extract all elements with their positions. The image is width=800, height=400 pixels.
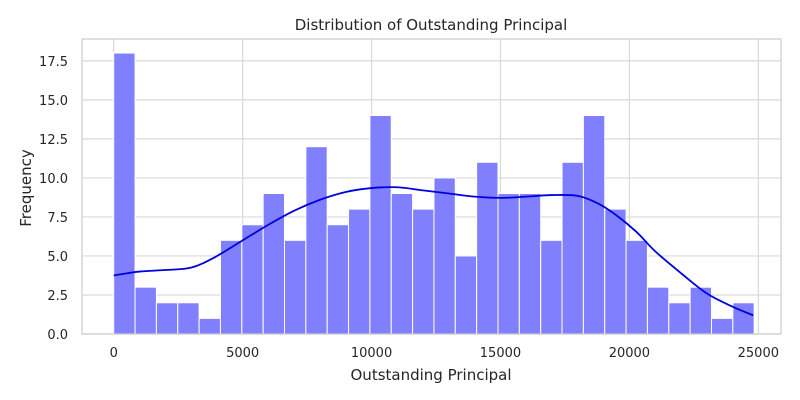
histogram-bar — [604, 208, 627, 335]
y-tick-label: 0.0 — [47, 328, 68, 343]
histogram-bar — [476, 161, 499, 335]
histogram-bar — [433, 177, 456, 335]
histogram-bar — [561, 161, 584, 335]
histogram-bar — [710, 317, 734, 335]
histogram-bar — [284, 239, 307, 335]
histogram-bar — [540, 239, 563, 335]
y-tick-label: 10.0 — [39, 172, 68, 187]
chart-title: Distribution of Outstanding Principal — [295, 16, 568, 34]
x-tick-label: 5000 — [226, 346, 259, 361]
y-tick-label: 17.5 — [39, 55, 68, 70]
plot-frame — [81, 38, 782, 335]
x-tick-label: 15000 — [480, 346, 521, 361]
histogram-bar — [369, 114, 392, 335]
histogram-bar — [497, 193, 520, 335]
kde-curve-group — [113, 186, 754, 317]
histogram-bar — [305, 146, 328, 335]
x-tick-labels: 0 5000 10000 15000 20000 25000 — [110, 346, 779, 361]
kde-curve — [113, 186, 754, 317]
histogram-bar — [390, 193, 414, 335]
histogram-bar — [155, 302, 179, 335]
x-tick-label: 0 — [110, 346, 118, 361]
y-tick-labels: 0.0 2.5 5.0 7.5 10.0 12.5 15.0 17.5 — [39, 55, 68, 343]
histogram-bar — [134, 286, 157, 335]
histogram-bar — [326, 224, 350, 335]
histogram-bar — [646, 286, 670, 335]
x-tick-label: 25000 — [738, 346, 779, 361]
histogram-bar — [582, 114, 606, 335]
histogram-bars — [113, 52, 755, 335]
histogram-bar — [668, 302, 691, 335]
histogram-bar — [198, 317, 221, 335]
x-axis-label: Outstanding Principal — [351, 366, 512, 384]
histogram-bar — [113, 52, 136, 335]
histogram-bar — [177, 302, 200, 335]
y-tick-label: 15.0 — [39, 94, 68, 109]
histogram-bar — [518, 193, 542, 335]
histogram-bar — [412, 208, 435, 335]
histogram-bar — [625, 239, 648, 335]
histogram-bar — [348, 208, 371, 335]
histogram-bar — [454, 255, 478, 335]
y-axis-label: Frequency — [17, 149, 35, 227]
y-tick-label: 12.5 — [39, 133, 68, 148]
histogram-bar — [241, 224, 264, 335]
x-tick-label: 20000 — [609, 346, 650, 361]
histogram-bar — [219, 239, 243, 335]
y-tick-label: 5.0 — [47, 250, 68, 265]
x-tick-label: 10000 — [351, 346, 392, 361]
histogram-bar — [262, 193, 286, 335]
y-tick-label: 7.5 — [47, 211, 68, 226]
y-tick-label: 2.5 — [47, 289, 68, 304]
